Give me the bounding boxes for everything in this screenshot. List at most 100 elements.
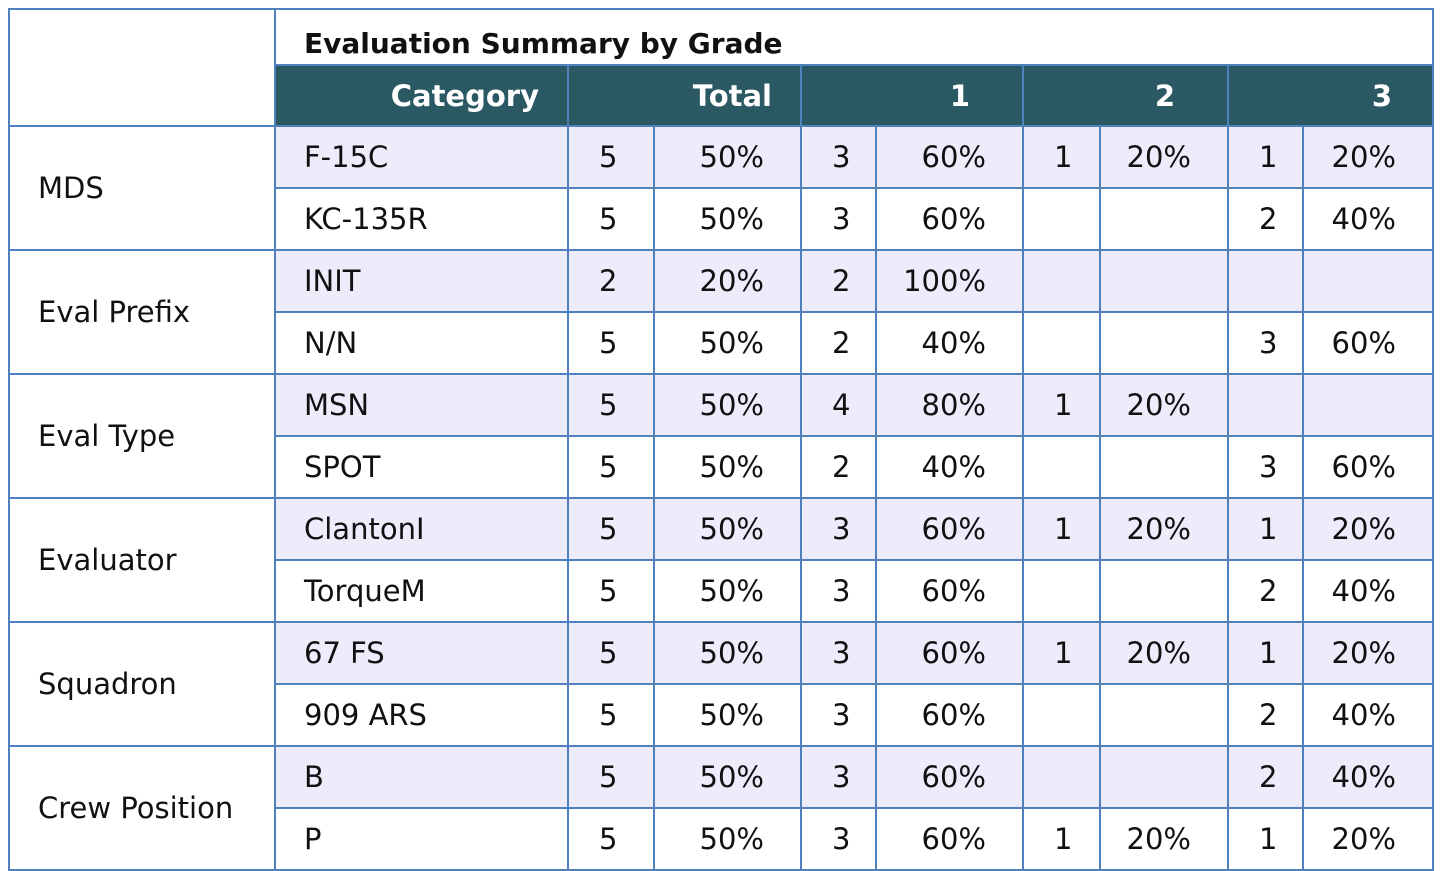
grade-3-percent-cell bbox=[1302, 373, 1434, 437]
grade-3-percent-cell: 20% bbox=[1302, 621, 1434, 685]
grade-3-percent-cell: 60% bbox=[1302, 435, 1434, 499]
grade-2-percent-cell: 20% bbox=[1099, 373, 1229, 437]
grade-2-percent-cell bbox=[1099, 559, 1229, 623]
row-category-cell: N/N bbox=[274, 311, 569, 375]
row-category-cell: 67 FS bbox=[274, 621, 569, 685]
grade-3-percent-cell: 20% bbox=[1302, 497, 1434, 561]
group-label: Evaluator bbox=[8, 497, 276, 623]
total-percent-cell: 50% bbox=[653, 807, 802, 871]
grade-3-percent-cell: 40% bbox=[1302, 559, 1434, 623]
grade-1-count-cell: 3 bbox=[800, 745, 877, 809]
grade-2-percent-cell: 20% bbox=[1099, 621, 1229, 685]
grade-1-count-cell: 2 bbox=[800, 311, 877, 375]
grade-3-percent-cell: 60% bbox=[1302, 311, 1434, 375]
table-row: MDS F-15C 5 50% 3 60% 1 20% 1 20% bbox=[8, 125, 1434, 251]
grade-2-count-cell: 1 bbox=[1022, 125, 1101, 189]
grade-3-percent-cell: 40% bbox=[1302, 187, 1434, 251]
total-percent-cell: 50% bbox=[653, 745, 802, 809]
total-count-cell: 5 bbox=[567, 497, 655, 561]
group-label: Squadron bbox=[8, 621, 276, 747]
total-percent-cell: 50% bbox=[653, 125, 802, 189]
grade-3-count-cell: 1 bbox=[1227, 497, 1304, 561]
grade-1-count-cell: 3 bbox=[800, 125, 877, 189]
total-percent-cell: 50% bbox=[653, 621, 802, 685]
grade-3-count-cell: 2 bbox=[1227, 187, 1304, 251]
grade-1-count-cell: 3 bbox=[800, 559, 877, 623]
grade-2-count-cell bbox=[1022, 187, 1101, 251]
table-row: SPOT 5 50% 2 40% 3 60% bbox=[9, 435, 1434, 499]
table-row: Eval Prefix INIT 2 20% 2 100% bbox=[8, 249, 1434, 375]
grade-2-count-cell: 1 bbox=[1022, 807, 1101, 871]
total-percent-cell: 50% bbox=[653, 435, 802, 499]
total-count-cell: 5 bbox=[567, 125, 655, 189]
total-count-cell: 5 bbox=[567, 683, 655, 747]
total-percent-cell: 50% bbox=[653, 373, 802, 437]
grade-2-percent-cell bbox=[1099, 745, 1229, 809]
grade-2-count-cell bbox=[1022, 683, 1101, 747]
row-category-cell: ClantonI bbox=[274, 497, 569, 561]
grade-3-count-cell: 2 bbox=[1227, 559, 1304, 623]
header-total: Total bbox=[567, 64, 802, 127]
grade-3-count-cell: 2 bbox=[1227, 683, 1304, 747]
grade-3-count-cell: 1 bbox=[1227, 807, 1304, 871]
grade-1-count-cell: 3 bbox=[800, 497, 877, 561]
group-label: Eval Prefix bbox=[8, 249, 276, 375]
total-count-cell: 5 bbox=[567, 745, 655, 809]
grade-2-count-cell: 1 bbox=[1022, 497, 1101, 561]
corner-cell bbox=[8, 8, 276, 127]
table-row: 909 ARS 5 50% 3 60% 2 40% bbox=[9, 683, 1434, 747]
grade-2-count-cell: 1 bbox=[1022, 621, 1101, 685]
grade-2-percent-cell bbox=[1099, 249, 1229, 313]
total-count-cell: 5 bbox=[567, 187, 655, 251]
grade-1-count-cell: 3 bbox=[800, 683, 877, 747]
grade-3-count-cell: 1 bbox=[1227, 621, 1304, 685]
row-category-cell: 909 ARS bbox=[274, 683, 569, 747]
total-count-cell: 5 bbox=[567, 435, 655, 499]
grade-3-count-cell bbox=[1227, 249, 1304, 313]
row-category-cell: INIT bbox=[274, 249, 569, 313]
group-label: Crew Position bbox=[8, 745, 276, 871]
grade-1-percent-cell: 60% bbox=[875, 683, 1024, 747]
group-label: Eval Type bbox=[8, 373, 276, 499]
header-grade-1: 1 bbox=[800, 64, 1024, 127]
grade-2-count-cell bbox=[1022, 559, 1101, 623]
grade-1-percent-cell: 60% bbox=[875, 621, 1024, 685]
header-category: Category bbox=[274, 64, 569, 127]
row-category-cell: B bbox=[274, 745, 569, 809]
grade-2-percent-cell bbox=[1099, 683, 1229, 747]
total-percent-cell: 50% bbox=[653, 683, 802, 747]
grade-3-percent-cell: 40% bbox=[1302, 683, 1434, 747]
grade-2-percent-cell: 20% bbox=[1099, 497, 1229, 561]
evaluation-summary-table: Evaluation Summary by Grade Category Tot… bbox=[8, 8, 1434, 871]
total-count-cell: 5 bbox=[567, 807, 655, 871]
grade-3-percent-cell: 20% bbox=[1302, 125, 1434, 189]
grade-3-percent-cell: 20% bbox=[1302, 807, 1434, 871]
total-percent-cell: 50% bbox=[653, 559, 802, 623]
total-percent-cell: 50% bbox=[653, 311, 802, 375]
row-category-cell: MSN bbox=[274, 373, 569, 437]
grade-1-percent-cell: 100% bbox=[875, 249, 1024, 313]
grade-2-percent-cell bbox=[1099, 187, 1229, 251]
row-category-cell: TorqueM bbox=[274, 559, 569, 623]
grade-1-percent-cell: 60% bbox=[875, 745, 1024, 809]
table-title: Evaluation Summary by Grade bbox=[274, 8, 1434, 66]
table-row: Evaluator ClantonI 5 50% 3 60% 1 20% 1 20% bbox=[8, 497, 1434, 623]
table-row: N/N 5 50% 2 40% 3 60% bbox=[9, 311, 1434, 375]
grade-1-count-cell: 4 bbox=[800, 373, 877, 437]
total-count-cell: 5 bbox=[567, 621, 655, 685]
total-percent-cell: 50% bbox=[653, 187, 802, 251]
row-category-cell: KC-135R bbox=[274, 187, 569, 251]
grade-1-count-cell: 2 bbox=[800, 435, 877, 499]
grade-2-count-cell: 1 bbox=[1022, 373, 1101, 437]
table-row: Eval Type MSN 5 50% 4 80% 1 20% bbox=[8, 373, 1434, 499]
grade-1-percent-cell: 60% bbox=[875, 559, 1024, 623]
grade-3-percent-cell bbox=[1302, 249, 1434, 313]
grade-1-percent-cell: 60% bbox=[875, 497, 1024, 561]
row-category-cell: F-15C bbox=[274, 125, 569, 189]
evaluation-summary: Evaluation Summary by Grade Category Tot… bbox=[8, 8, 1434, 871]
grade-1-percent-cell: 60% bbox=[875, 187, 1024, 251]
total-percent-cell: 50% bbox=[653, 497, 802, 561]
table-row: Crew Position B 5 50% 3 60% 2 40% bbox=[8, 745, 1434, 871]
total-percent-cell: 20% bbox=[653, 249, 802, 313]
group-label: MDS bbox=[8, 125, 276, 251]
